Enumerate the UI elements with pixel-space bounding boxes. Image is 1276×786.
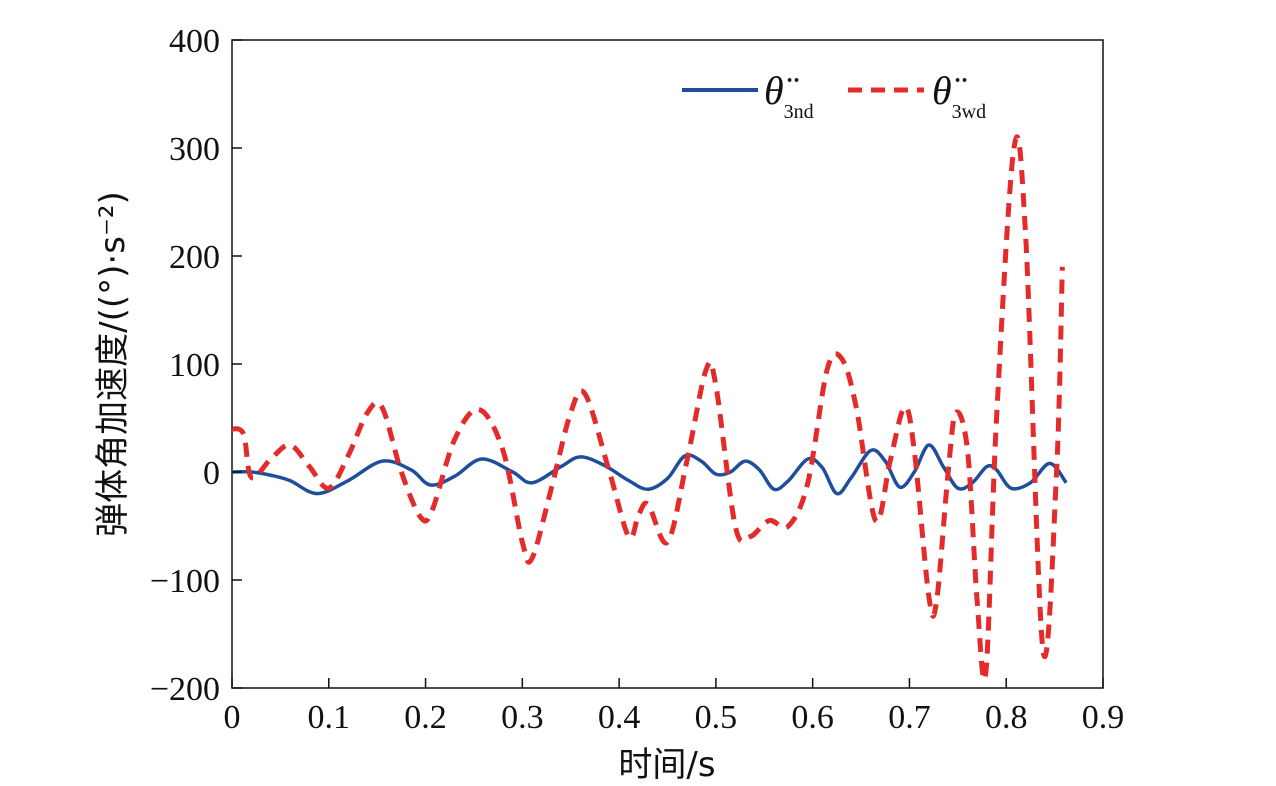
y-tick-label: 200: [169, 239, 220, 276]
y-tick-label: 300: [169, 131, 220, 168]
x-tick-label: 0.2: [404, 699, 447, 736]
ticks-layer: 0 0.1 0.2 0.3 0.4 0.5 0.6 0.7 0.8 0.9 −200 −100 0 100…: [150, 23, 1124, 736]
y-axis-label: 弹体角加速度/((°)·s⁻²): [93, 191, 133, 537]
x-tick-label: 0.4: [598, 699, 641, 736]
plot-frame: [231, 39, 1104, 689]
y-tick-label: 100: [169, 347, 220, 384]
legend-subscript-3wd: 3wd: [952, 101, 986, 123]
x-tick-label: 0: [224, 699, 241, 736]
x-tick-label: 0.3: [501, 699, 544, 736]
series-line-3wd: [230, 134, 1065, 683]
x-tick-label: 0.1: [308, 699, 351, 736]
series-line-3nd: [231, 443, 1068, 496]
y-tick-label: 0: [203, 455, 220, 492]
legend-subscript-3nd: 3nd: [784, 101, 814, 123]
x-tick-label: 0.6: [791, 699, 834, 736]
x-tick-label: 0.9: [1082, 699, 1125, 736]
y-tick-label: 400: [169, 23, 220, 60]
x-axis-label: 时间/s: [618, 745, 715, 785]
x-tick-label: 0.5: [695, 699, 738, 736]
x-tick-label: 0.7: [888, 699, 931, 736]
x-tick-label: 0.8: [985, 699, 1028, 736]
series-layer: [230, 134, 1068, 683]
y-tick-label: −200: [150, 671, 220, 708]
y-tick-label: −100: [150, 563, 220, 600]
